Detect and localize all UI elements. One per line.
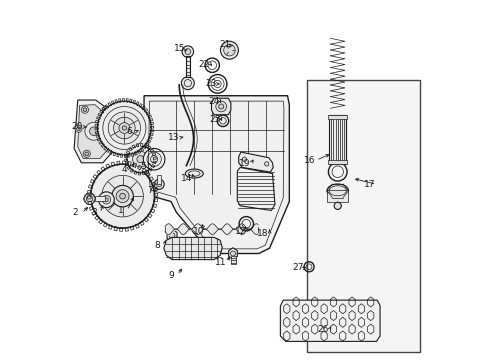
Bar <box>326 190 348 202</box>
Bar <box>327 160 346 164</box>
Bar <box>95 196 105 201</box>
Circle shape <box>181 77 194 90</box>
Circle shape <box>218 104 223 109</box>
Circle shape <box>75 125 82 132</box>
Circle shape <box>147 152 161 166</box>
Circle shape <box>83 193 95 204</box>
Circle shape <box>104 198 108 202</box>
Polygon shape <box>280 300 379 341</box>
Polygon shape <box>163 237 222 260</box>
Text: 1: 1 <box>118 206 123 215</box>
Circle shape <box>102 195 110 204</box>
Text: 22: 22 <box>198 60 209 69</box>
Polygon shape <box>143 96 289 253</box>
Text: 24: 24 <box>208 97 219 106</box>
Ellipse shape <box>185 169 203 178</box>
Circle shape <box>126 145 154 173</box>
Polygon shape <box>74 100 115 163</box>
Text: 8: 8 <box>155 241 160 250</box>
Circle shape <box>215 101 226 112</box>
Circle shape <box>220 41 238 59</box>
Polygon shape <box>211 98 230 115</box>
Text: 19: 19 <box>238 159 250 168</box>
Circle shape <box>99 192 114 208</box>
Circle shape <box>102 175 143 217</box>
Text: 11: 11 <box>215 258 226 267</box>
Bar <box>157 175 161 184</box>
Text: 16: 16 <box>304 156 315 165</box>
Circle shape <box>85 152 88 156</box>
Text: 9: 9 <box>168 270 174 279</box>
Circle shape <box>154 179 164 189</box>
Bar <box>185 56 190 77</box>
Text: 17: 17 <box>364 180 375 189</box>
Circle shape <box>169 233 175 238</box>
Circle shape <box>81 106 88 113</box>
Text: 21: 21 <box>219 40 230 49</box>
Text: 15: 15 <box>173 44 184 53</box>
Circle shape <box>120 193 125 199</box>
Polygon shape <box>238 152 273 172</box>
Ellipse shape <box>326 184 348 198</box>
Bar <box>327 116 346 119</box>
Circle shape <box>156 182 162 187</box>
Circle shape <box>223 44 235 56</box>
Circle shape <box>119 123 129 134</box>
Text: 5: 5 <box>140 162 146 171</box>
Circle shape <box>333 202 341 210</box>
Polygon shape <box>78 105 110 158</box>
Circle shape <box>85 122 102 140</box>
Circle shape <box>83 108 86 112</box>
Circle shape <box>77 127 80 131</box>
Circle shape <box>108 112 140 144</box>
Text: 10: 10 <box>192 228 204 237</box>
Circle shape <box>116 190 129 203</box>
Text: 13: 13 <box>167 133 179 142</box>
Circle shape <box>86 195 93 202</box>
Circle shape <box>89 127 98 135</box>
Bar <box>328 116 346 164</box>
Polygon shape <box>228 248 237 259</box>
Circle shape <box>104 135 112 142</box>
Circle shape <box>90 164 155 228</box>
Text: 2: 2 <box>72 208 78 217</box>
Text: 7: 7 <box>147 186 153 195</box>
Bar <box>306 80 419 352</box>
Circle shape <box>112 185 133 207</box>
Text: 25: 25 <box>209 115 220 124</box>
Circle shape <box>97 101 151 155</box>
Circle shape <box>122 126 126 130</box>
Circle shape <box>137 156 144 163</box>
Circle shape <box>264 162 268 166</box>
Text: 14: 14 <box>181 174 192 183</box>
Circle shape <box>106 136 110 140</box>
Text: 12: 12 <box>234 228 245 237</box>
Circle shape <box>184 49 190 54</box>
Text: 23: 23 <box>205 80 217 89</box>
Polygon shape <box>167 229 177 242</box>
Circle shape <box>182 46 193 57</box>
Text: 20: 20 <box>71 122 82 131</box>
Text: 27: 27 <box>291 264 303 273</box>
Circle shape <box>242 157 246 161</box>
Text: 6: 6 <box>126 127 132 136</box>
Text: 4: 4 <box>122 165 127 174</box>
Circle shape <box>230 251 235 256</box>
Bar <box>169 238 175 246</box>
Circle shape <box>143 148 164 170</box>
Text: 3: 3 <box>91 208 97 217</box>
Circle shape <box>102 106 109 113</box>
Bar <box>230 256 235 264</box>
Text: 18: 18 <box>257 229 268 238</box>
Polygon shape <box>237 167 274 211</box>
Circle shape <box>132 151 148 167</box>
Circle shape <box>113 117 135 139</box>
Text: 26: 26 <box>316 325 328 334</box>
Circle shape <box>104 108 107 112</box>
Circle shape <box>83 150 90 157</box>
